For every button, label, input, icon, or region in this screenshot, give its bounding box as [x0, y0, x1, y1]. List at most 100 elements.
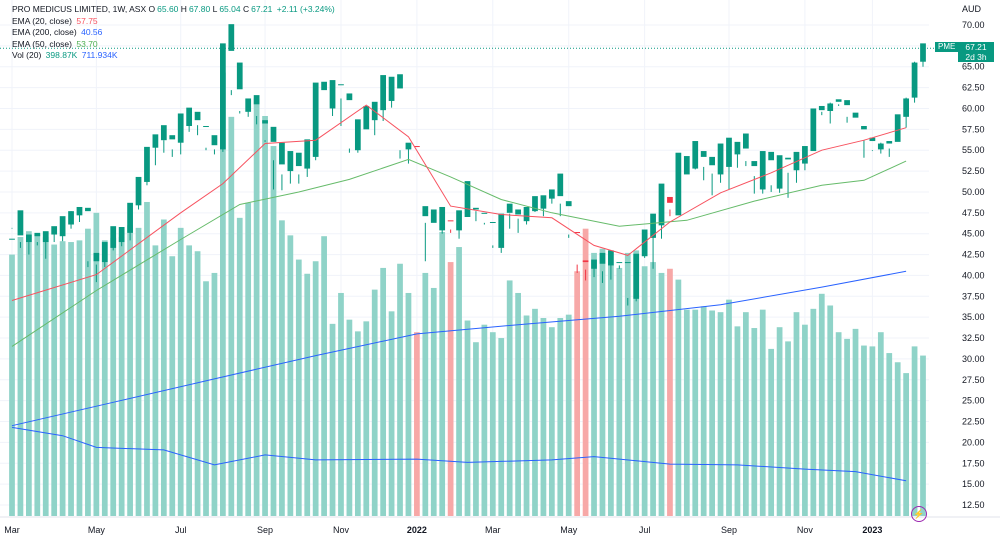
- last-price: 67.21: [965, 42, 987, 52]
- candle-body: [852, 112, 859, 118]
- candle-body: [768, 151, 775, 161]
- low-value: 65.04: [219, 4, 241, 14]
- candle-body: [253, 95, 260, 105]
- volume-bar: [329, 323, 336, 516]
- volume-bar: [321, 236, 327, 516]
- y-tick-label: 32.50: [962, 333, 985, 343]
- candle-body: [177, 113, 184, 143]
- candle-body: [405, 142, 412, 150]
- volume-bar: [574, 271, 581, 516]
- legend-ema200[interactable]: EMA (200, close) 40.56: [12, 27, 335, 39]
- volume-bar: [203, 281, 209, 516]
- high-value: 67.80: [188, 4, 211, 14]
- y-tick-label: 20.00: [962, 437, 985, 447]
- candle-body: [616, 262, 623, 264]
- y-tick-label: 52.50: [962, 166, 985, 176]
- candle-body: [354, 119, 361, 151]
- candle-body: [700, 151, 707, 157]
- candle-body: [920, 43, 926, 62]
- volume-bar: [9, 254, 15, 516]
- volume-bar: [903, 373, 909, 516]
- candle-body: [220, 43, 226, 150]
- change-value: +2.11 (+3.24%): [276, 4, 335, 14]
- volume-bar: [540, 318, 547, 516]
- candle-body: [76, 206, 83, 216]
- candle-body: [802, 146, 808, 164]
- volume-bar: [93, 212, 100, 516]
- volume-bar: [818, 293, 825, 516]
- candle-body: [726, 137, 732, 167]
- volume-bar: [211, 272, 218, 516]
- y-tick-label: 22.50: [962, 417, 985, 427]
- volume-bar: [515, 292, 521, 516]
- volume-bar: [683, 309, 690, 516]
- candle-body: [844, 100, 850, 106]
- candle-body: [717, 143, 724, 175]
- volume-bar: [852, 328, 859, 516]
- candle-body: [692, 141, 699, 169]
- volume-bar: [405, 292, 412, 516]
- volume-bar: [785, 341, 791, 516]
- y-tick-label: 45.00: [962, 229, 985, 239]
- y-tick-label: 30.00: [962, 354, 985, 364]
- volume-bar: [169, 256, 176, 516]
- volume-bar: [599, 248, 606, 516]
- y-tick-label: 17.50: [962, 458, 985, 468]
- candle-body: [759, 151, 766, 190]
- lightning-icon[interactable]: ⚡: [911, 506, 927, 522]
- candle-body: [9, 238, 15, 240]
- volume-bar: [42, 237, 49, 516]
- price-axis[interactable]: 70.0067.5065.0062.5060.0057.5055.0052.50…: [4, 4, 984, 535]
- candle-body: [523, 206, 530, 222]
- ema50-line: [11, 158, 907, 347]
- ema50-value: 53.70: [76, 38, 98, 49]
- volume-bar: [532, 308, 538, 516]
- volume-bar: [245, 202, 252, 516]
- candle-body: [228, 24, 235, 51]
- volume-bar: [751, 328, 758, 516]
- candle-body: [101, 242, 108, 263]
- volume-bar: [118, 237, 125, 516]
- volume-bar: [152, 245, 159, 516]
- y-tick-label: 25.00: [962, 396, 985, 406]
- y-tick-label: 60.00: [962, 103, 985, 113]
- legend-volume[interactable]: Vol (20) 398.87K 711.934K: [12, 50, 335, 62]
- x-tick-label: May: [88, 525, 106, 535]
- y-tick-label: 62.50: [962, 83, 985, 93]
- volume-bar: [76, 240, 83, 517]
- volume-bar: [506, 280, 513, 516]
- close-value: 67.21: [251, 4, 273, 14]
- candle-body: [68, 211, 74, 225]
- volume-bar: [34, 234, 41, 516]
- last-price-tag: 67.21 2d 3h: [958, 42, 994, 62]
- volume-bar: [894, 362, 901, 516]
- y-tick-label: 12.50: [962, 500, 985, 510]
- volume-bar: [26, 231, 32, 517]
- ema50-label: EMA (50, close): [12, 38, 72, 49]
- volume-bar: [726, 299, 732, 516]
- volume-bar: [68, 242, 74, 517]
- candle-body: [397, 74, 403, 89]
- open-label: O: [148, 4, 156, 14]
- volume-bar: [548, 327, 555, 516]
- candle-body: [279, 142, 285, 165]
- legend-ema50[interactable]: EMA (50, close) 53.70: [12, 39, 335, 51]
- candle-body: [186, 107, 193, 127]
- volume-bar: [228, 116, 235, 517]
- candle-body: [608, 250, 614, 266]
- candle-body: [110, 226, 117, 248]
- volume-bar: [144, 201, 150, 516]
- volume-bar: [675, 279, 682, 516]
- candle-body: [93, 252, 100, 262]
- volume-bar: [557, 318, 564, 516]
- currency-label: AUD: [962, 4, 982, 14]
- volume-bar: [85, 228, 91, 516]
- candle-body: [439, 206, 446, 231]
- y-tick-label: 70.00: [962, 20, 985, 30]
- close-label: C: [242, 4, 250, 14]
- open-value: 65.60: [157, 4, 179, 14]
- symbol-title[interactable]: PRO MEDICUS LIMITED, 1W, ASX: [12, 4, 147, 14]
- candles: [9, 24, 926, 306]
- legend-ema20[interactable]: EMA (20, close) 57.75: [12, 16, 335, 28]
